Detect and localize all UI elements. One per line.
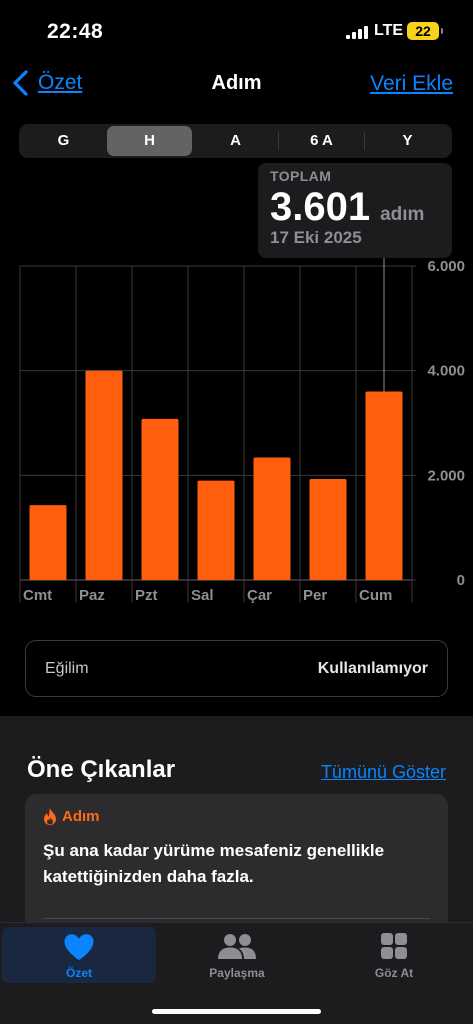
people-icon <box>218 934 256 959</box>
tooltip-label: TOPLAM <box>270 168 332 184</box>
bar-çar[interactable] <box>253 457 291 580</box>
tooltip-date: 17 Eki 2025 <box>270 228 362 247</box>
segment-six-months[interactable]: 6 A <box>310 132 333 149</box>
y-tick-label: 2.000 <box>427 467 465 484</box>
chevron-left-icon <box>13 70 28 96</box>
y-tick-label: 4.000 <box>427 363 465 380</box>
trend-value: Kullanılamıyor <box>317 659 428 677</box>
status-bar: 22:48 LTE 22 <box>0 0 473 58</box>
tooltip-unit: adım <box>380 204 425 225</box>
page-title: Adım <box>211 72 262 94</box>
x-tick-label: Per <box>303 587 327 604</box>
selection-tooltip: TOPLAM 3.601 adım 17 Eki 2025 <box>258 163 452 258</box>
signal-icon <box>346 26 368 39</box>
segment-year[interactable]: Y <box>402 132 413 149</box>
chart-svg[interactable]: 0 2.000 4.000 6.000 Cmt Paz Pzt Sal Çar Per Cum <box>0 255 473 615</box>
highlight-text: Şu ana kadar yürüme mesafeniz genellikle… <box>43 841 385 886</box>
tab-bar: Özet Paylaşma Göz At <box>0 922 473 1024</box>
battery-icon: 22 <box>407 22 443 40</box>
tooltip-value: 3.601 <box>270 185 371 229</box>
x-tick-label: Paz <box>79 587 105 604</box>
highlights-title: Öne Çıkanlar <box>27 756 176 783</box>
x-tick-label: Pzt <box>135 587 158 604</box>
bar-cum[interactable] <box>365 391 403 580</box>
steps-chart[interactable]: 0 2.000 4.000 6.000 Cmt Paz Pzt Sal Çar Per Cum <box>0 255 473 615</box>
tab-label: Göz At <box>374 966 414 980</box>
status-time: 22:48 <box>47 20 104 43</box>
show-all-link[interactable]: Tümünü Göster <box>320 762 446 782</box>
x-tick-label: Çar <box>247 587 272 604</box>
highlight-card[interactable]: Adım Şu ana kadar yürüme mesafeniz genel… <box>25 794 448 934</box>
segment-divider <box>278 132 279 150</box>
flame-icon <box>44 808 56 825</box>
back-button[interactable]: Özet <box>10 68 82 98</box>
bar-pzt[interactable] <box>141 418 179 580</box>
highlight-category: Adım <box>62 808 100 825</box>
trend-card[interactable]: Eğilim Kullanılamıyor <box>25 640 448 697</box>
tab-label: Özet <box>65 966 92 980</box>
tab-summary[interactable]: Özet <box>2 927 156 983</box>
trend-label: Eğilim <box>45 659 89 677</box>
bar-per[interactable] <box>309 478 347 580</box>
bar-sal[interactable] <box>197 480 235 580</box>
divider <box>43 918 430 919</box>
x-tick-label: Cmt <box>23 587 52 604</box>
x-tick-label: Sal <box>191 587 214 604</box>
add-data-button[interactable]: Veri Ekle <box>370 72 453 95</box>
tab-label: Paylaşma <box>209 966 265 980</box>
segment-week[interactable]: H <box>107 126 192 156</box>
grid-icon <box>381 933 407 959</box>
period-segmented-control: G H A 6 A Y <box>19 124 452 158</box>
segment-divider <box>364 132 365 150</box>
segment-month[interactable]: A <box>230 132 241 149</box>
tab-sharing[interactable]: Paylaşma <box>160 927 314 983</box>
segment-day[interactable]: G <box>57 132 70 149</box>
home-indicator <box>152 1009 321 1014</box>
nav-bar: Özet Adım Veri Ekle <box>0 58 473 110</box>
bar-paz[interactable] <box>85 370 123 580</box>
y-tick-label: 0 <box>457 572 465 589</box>
back-label: Özet <box>38 71 83 94</box>
network-type: LTE <box>374 22 404 39</box>
bar-cmt[interactable] <box>29 505 67 580</box>
x-tick-label: Cum <box>359 587 392 604</box>
y-tick-label: 6.000 <box>427 258 465 275</box>
heart-icon <box>64 934 94 960</box>
tab-browse[interactable]: Göz At <box>317 927 471 983</box>
